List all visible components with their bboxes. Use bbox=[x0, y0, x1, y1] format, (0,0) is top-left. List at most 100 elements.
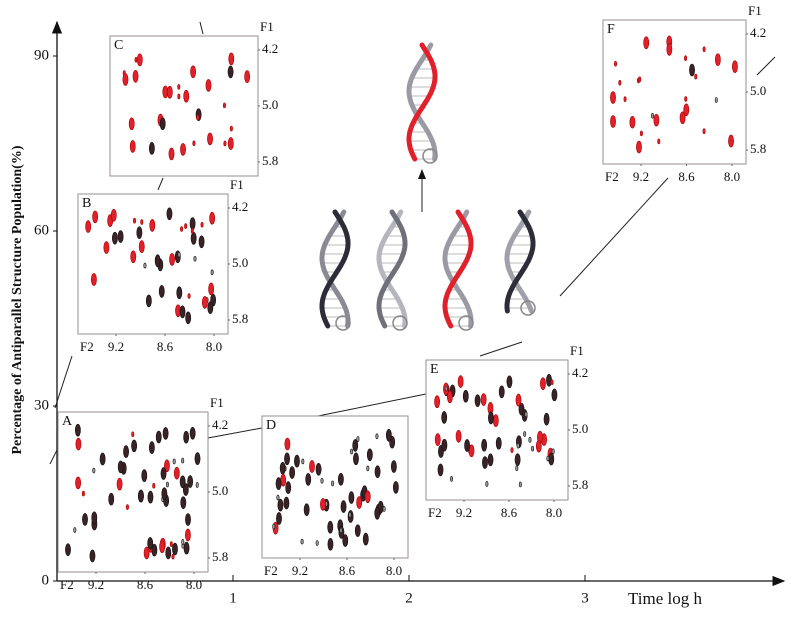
peak bbox=[195, 482, 199, 488]
peak bbox=[244, 70, 251, 83]
peak bbox=[684, 96, 688, 102]
peak bbox=[189, 426, 196, 440]
peak bbox=[275, 477, 282, 490]
peak bbox=[209, 211, 216, 225]
strand bbox=[376, 209, 408, 329]
panel-label: F bbox=[607, 22, 615, 37]
f1-tick-label: 4.2 bbox=[212, 417, 228, 432]
peak bbox=[516, 442, 520, 449]
panel-label: B bbox=[82, 196, 91, 211]
peak bbox=[189, 217, 196, 230]
peak bbox=[284, 452, 290, 466]
peak bbox=[180, 143, 186, 156]
peak bbox=[492, 414, 499, 427]
peak bbox=[154, 254, 161, 268]
peak bbox=[192, 140, 196, 147]
peak bbox=[629, 115, 636, 129]
peak bbox=[145, 294, 152, 308]
peak bbox=[75, 476, 82, 490]
peak bbox=[152, 482, 156, 489]
strand bbox=[319, 209, 351, 329]
peak bbox=[354, 524, 361, 537]
f1-tick-label: 4.2 bbox=[750, 25, 766, 40]
peak bbox=[352, 439, 359, 452]
peak bbox=[208, 282, 215, 296]
peak bbox=[110, 208, 117, 222]
peak bbox=[85, 220, 92, 233]
peak bbox=[474, 394, 481, 407]
panel-label: D bbox=[266, 418, 276, 433]
connectors bbox=[49, 21, 776, 465]
peak bbox=[198, 235, 205, 249]
strand bbox=[504, 209, 534, 314]
f1-tick-label: 5.0 bbox=[262, 97, 278, 112]
peak bbox=[207, 132, 213, 146]
peak bbox=[447, 390, 453, 404]
peak bbox=[89, 549, 96, 563]
f2-label: F2 bbox=[428, 505, 442, 520]
peak bbox=[90, 273, 97, 286]
peak bbox=[485, 481, 489, 487]
peak bbox=[172, 542, 178, 556]
peak bbox=[222, 102, 226, 109]
peak bbox=[138, 240, 145, 253]
peak bbox=[362, 532, 369, 546]
peak bbox=[108, 492, 115, 506]
peak bbox=[348, 512, 352, 518]
peak bbox=[129, 140, 136, 153]
peak bbox=[666, 43, 673, 56]
x-tick-label: 1 bbox=[229, 590, 237, 606]
peak bbox=[228, 52, 235, 66]
peak bbox=[279, 461, 286, 475]
f1-tick-label: 5.8 bbox=[232, 311, 248, 326]
peak bbox=[546, 373, 552, 387]
peak bbox=[366, 448, 373, 462]
peak bbox=[169, 541, 173, 547]
peak bbox=[201, 296, 208, 309]
peak bbox=[128, 117, 135, 131]
peak bbox=[364, 490, 371, 504]
peak bbox=[331, 480, 335, 487]
peak bbox=[166, 85, 173, 99]
strand bbox=[504, 209, 536, 314]
strand bbox=[376, 209, 408, 329]
peak bbox=[159, 117, 166, 131]
peak bbox=[272, 523, 276, 530]
peak bbox=[315, 540, 319, 546]
peak bbox=[551, 388, 558, 402]
dna-illustration bbox=[319, 42, 536, 331]
peak bbox=[194, 452, 201, 465]
peak bbox=[165, 481, 169, 488]
peak bbox=[283, 496, 290, 510]
peak bbox=[610, 91, 616, 104]
peak bbox=[285, 481, 292, 494]
peak bbox=[350, 448, 354, 455]
peak bbox=[437, 463, 444, 477]
spectrum-panel: F F1 4.2 5.0 5.8 F2 9.2 8.6 8.0 bbox=[602, 3, 766, 184]
f1-tick-label: 5.0 bbox=[572, 421, 588, 436]
peak bbox=[315, 463, 322, 476]
f1-tick-label: 5.0 bbox=[212, 483, 228, 498]
peak bbox=[117, 460, 124, 474]
peak bbox=[131, 431, 135, 438]
peak bbox=[540, 377, 546, 390]
peak bbox=[143, 546, 150, 560]
peak bbox=[171, 553, 175, 560]
peak bbox=[305, 473, 312, 486]
f1-tick-label: 5.0 bbox=[750, 83, 766, 98]
f1-tick-label: 4.2 bbox=[262, 41, 278, 56]
peak bbox=[455, 429, 462, 443]
peak bbox=[638, 76, 642, 83]
peak bbox=[82, 513, 88, 526]
peak bbox=[653, 113, 660, 127]
peak bbox=[320, 477, 324, 484]
peak bbox=[441, 438, 448, 452]
peak bbox=[434, 433, 441, 446]
peak bbox=[694, 73, 698, 80]
peak bbox=[123, 445, 129, 458]
strand bbox=[406, 42, 438, 162]
peak bbox=[510, 447, 514, 453]
f1-label: F1 bbox=[210, 395, 224, 410]
f1-label: F1 bbox=[230, 177, 244, 192]
